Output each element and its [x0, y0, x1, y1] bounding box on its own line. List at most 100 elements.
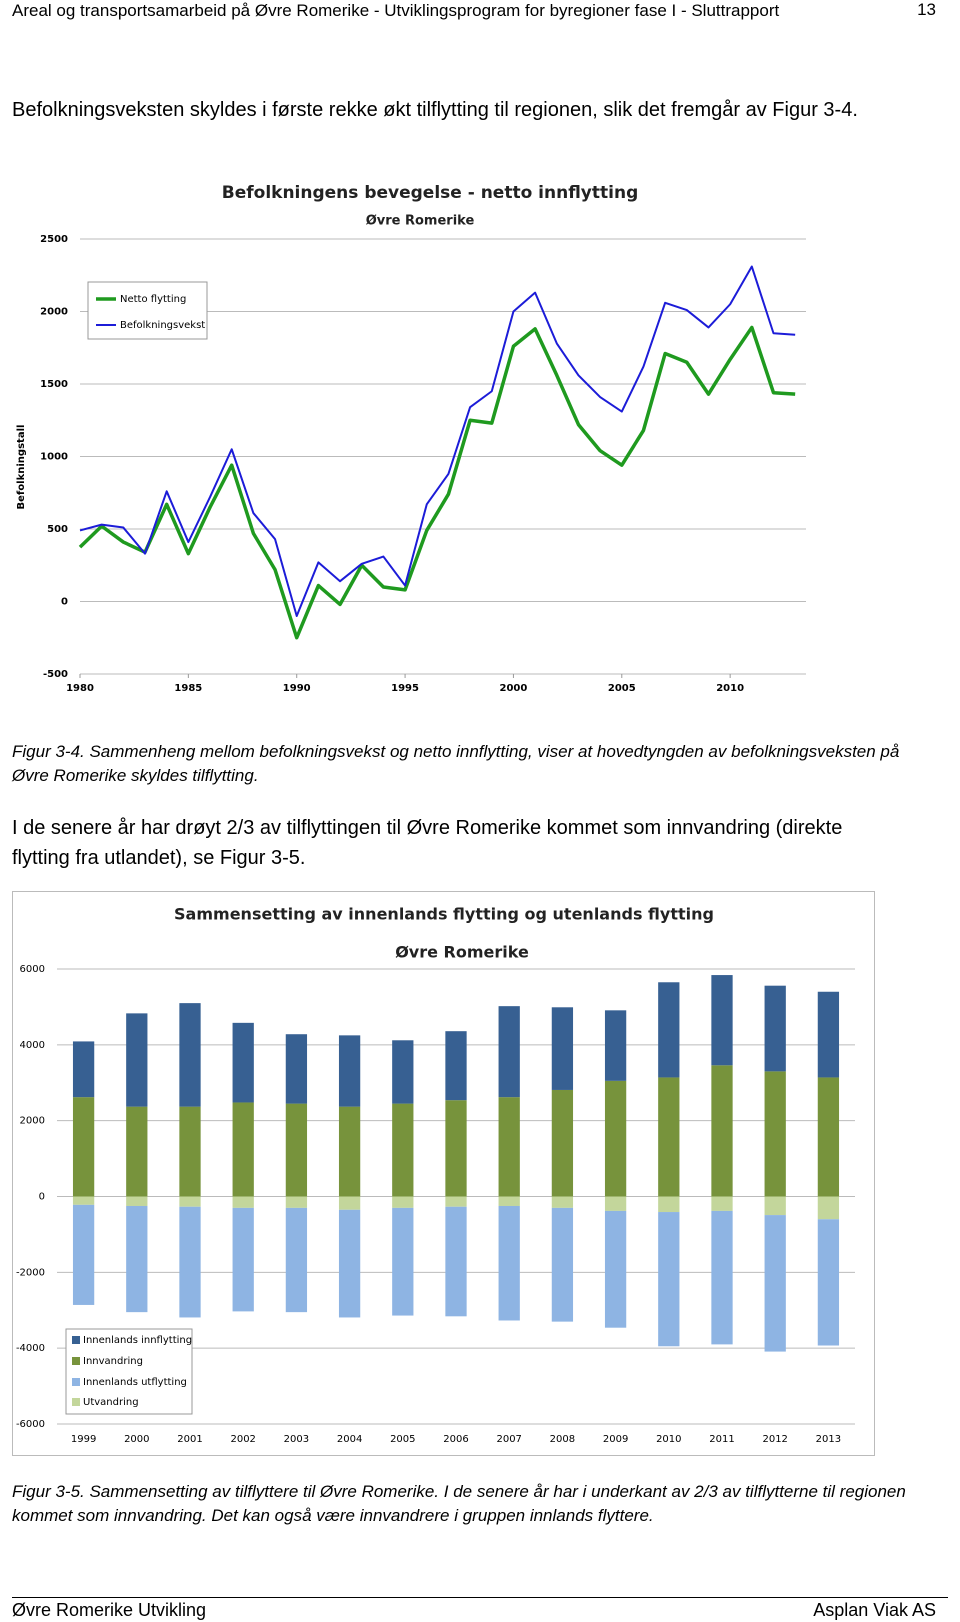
bar-segment [126, 1196, 148, 1206]
legend-label: Befolkningsvekst [120, 320, 205, 331]
bar-segment [604, 1080, 627, 1197]
bar-segment [72, 1097, 95, 1197]
bar-segment [498, 1006, 520, 1098]
x-tick-label: 1980 [66, 683, 94, 694]
x-tick-label: 2012 [762, 1434, 787, 1445]
y-tick-label: 2000 [20, 1116, 45, 1127]
bar-segment [764, 1196, 786, 1216]
chart: Befolkningens bevegelse - netto innflytt… [16, 183, 806, 694]
bar-segment [232, 1207, 254, 1312]
y-tick-label: 500 [47, 524, 68, 535]
legend-label: Utvandring [83, 1397, 139, 1408]
y-tick-label: -4000 [16, 1343, 45, 1354]
y-tick-label: -500 [43, 669, 68, 680]
bar-segment [179, 1003, 201, 1107]
chart-title: Sammensetting av innenlands flytting og … [174, 905, 714, 924]
y-tick-label: 0 [39, 1192, 45, 1203]
header-title: Areal og transportsamarbeid på Øvre Rome… [12, 1, 780, 20]
bar-segment [817, 1196, 840, 1220]
y-tick-label: 0 [61, 597, 68, 608]
legend-swatch [72, 1357, 80, 1365]
x-tick-label: 1995 [391, 683, 419, 694]
y-tick-label: -6000 [16, 1419, 45, 1430]
bar-segment [711, 1065, 733, 1197]
chart-border [12, 891, 875, 1456]
y-tick-label: 1500 [40, 379, 68, 390]
bar-segment [232, 1196, 254, 1208]
x-tick-label: 2011 [709, 1434, 734, 1445]
chart-title: Befolkningens bevegelse - netto innflytt… [222, 183, 639, 203]
bar-segment [72, 1196, 95, 1205]
legend-label: Innenlands utflytting [83, 1377, 187, 1388]
bar-segment [126, 1106, 148, 1197]
bar-segment [72, 1204, 95, 1305]
bar-segment [764, 1071, 786, 1197]
chart-subtitle: Øvre Romerike [366, 214, 475, 229]
bar-segment [126, 1205, 148, 1313]
bar-segment [498, 1097, 520, 1197]
footer-right: Asplan Viak AS [813, 1600, 936, 1620]
bar-segment [711, 1210, 733, 1345]
line-series [79, 265, 796, 617]
y-tick-label: 2500 [40, 234, 68, 245]
chart: Sammensetting av innenlands flytting og … [12, 891, 875, 1456]
bar-segment [392, 1207, 414, 1316]
x-tick-label: 2010 [656, 1434, 681, 1445]
bar-segment [658, 1212, 680, 1347]
caption: Figur 3-5. Sammensetting av tilflyttere … [12, 1482, 906, 1525]
x-tick-label: 2008 [550, 1434, 575, 1445]
bar-segment [711, 975, 733, 1066]
bar-segment [445, 1100, 467, 1197]
bar-segment [551, 1207, 574, 1322]
bar-segment [551, 1196, 574, 1208]
footer-rule [12, 1597, 948, 1598]
x-tick-label: 2013 [816, 1434, 841, 1445]
bar-segment [338, 1209, 361, 1318]
bar-segment [817, 1077, 840, 1197]
bar-segment [232, 1102, 254, 1197]
x-tick-label: 2000 [124, 1434, 149, 1445]
legend-swatch [72, 1378, 80, 1386]
bar-segment [445, 1031, 467, 1101]
bar-segment [179, 1206, 201, 1318]
caption: Figur 3-4. Sammenheng mellom befolknings… [12, 742, 900, 785]
x-tick-label: 2009 [603, 1434, 628, 1445]
bar-segment [179, 1106, 201, 1197]
bar-segment [285, 1103, 308, 1197]
bar-segment [604, 1210, 627, 1328]
bar-segment [551, 1089, 574, 1197]
y-tick-label: 4000 [20, 1040, 45, 1051]
bar-segment [285, 1207, 308, 1313]
bar-segment [392, 1103, 414, 1197]
paragraph: I de senere år har drøyt 2/3 av tilflytt… [12, 817, 843, 869]
bar-segment [604, 1196, 627, 1211]
bar-segment [604, 1010, 627, 1081]
bar-segment [764, 1215, 786, 1352]
y-tick-label: 1000 [40, 452, 68, 463]
bar-segment [551, 1007, 574, 1090]
x-tick-label: 1985 [174, 683, 202, 694]
x-tick-label: 2007 [496, 1434, 521, 1445]
x-tick-label: 2006 [443, 1434, 468, 1445]
bar-segment [338, 1106, 361, 1197]
legend-label: Innvandring [83, 1356, 143, 1367]
bar-segment [72, 1041, 95, 1098]
bar-segment [338, 1035, 361, 1107]
bar-segment [711, 1196, 733, 1211]
bar-segment [285, 1034, 308, 1104]
bar-segment [285, 1196, 308, 1208]
bar-segment [126, 1013, 148, 1107]
bar-segment [658, 1196, 680, 1213]
legend-swatch [72, 1336, 80, 1344]
x-tick-label: 1999 [71, 1434, 96, 1445]
bar-segment [658, 1077, 680, 1197]
x-tick-label: 2001 [177, 1434, 202, 1445]
bar-segment [817, 991, 840, 1078]
x-tick-label: 2005 [390, 1434, 415, 1445]
legend-swatch [72, 1398, 80, 1406]
footer-left: Øvre Romerike Utvikling [12, 1600, 207, 1620]
y-tick-label: 2000 [40, 307, 68, 318]
bar-segment [498, 1205, 520, 1321]
bar-segment [498, 1196, 520, 1206]
bar-segment [392, 1040, 414, 1104]
